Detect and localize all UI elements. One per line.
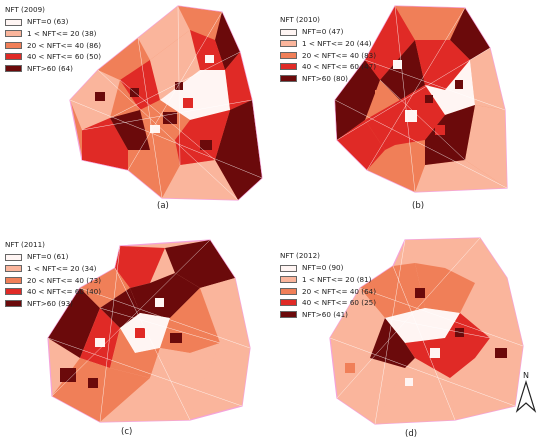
legend-title: NFT (2009) <box>5 5 45 14</box>
choropleth-map-2011 <box>47 239 251 423</box>
legend-swatch <box>280 40 297 48</box>
legend-label: NFT=0 (47) <box>302 27 344 37</box>
legend-label: 20 < NFT<= 40 (73) <box>27 275 102 285</box>
map-panel-2009: NFT (2009) NFT=0 (63) 1 < NFT<= 20 (38) … <box>0 0 275 220</box>
legend-label: NFT>60 (93) <box>27 298 73 308</box>
map-panel-2010: NFT (2010) NFT=0 (47) 1 < NFT<= 20 (44) … <box>275 0 550 220</box>
panel-caption: (a) <box>157 201 169 211</box>
legend-swatch <box>5 18 22 26</box>
legend-item: 20 < NFT<= 40 (83) <box>280 49 376 61</box>
legend-item: 40 < NFT<= 60 (25) <box>280 297 376 309</box>
districts-2012 <box>330 238 523 424</box>
legend-item: 40 < NFT<= 60 (40) <box>5 286 101 298</box>
districts-2009 <box>70 6 262 200</box>
legend-item: NFT>60 (80) <box>280 73 376 85</box>
districts-2010 <box>335 6 507 192</box>
legend-2009: NFT (2009) NFT=0 (63) 1 < NFT<= 20 (38) … <box>5 6 101 74</box>
districts-2011 <box>48 240 250 422</box>
legend-label: NFT>60 (64) <box>27 63 73 73</box>
legend-2011: NFT (2011) NFT=0 (61) 1 < NFT<= 20 (34) … <box>5 241 101 309</box>
legend-swatch <box>280 28 297 36</box>
legend-item: NFT=0 (47) <box>280 26 376 38</box>
legend-swatch <box>5 41 22 49</box>
choropleth-map-2010 <box>334 5 508 193</box>
legend-swatch <box>280 63 297 71</box>
legend-item: 20 < NFT<= 40 (64) <box>280 285 376 297</box>
legend-title: NFT (2011) <box>5 240 45 249</box>
legend-item: 1 < NFT<= 20 (44) <box>280 38 376 50</box>
legend-swatch <box>280 276 297 284</box>
legend-label: 1 < NFT<= 20 (44) <box>302 38 372 48</box>
legend-2010: NFT (2010) NFT=0 (47) 1 < NFT<= 20 (44) … <box>280 16 376 84</box>
legend-swatch <box>5 30 22 38</box>
legend-swatch <box>280 299 297 307</box>
legend-item: 1 < NFT<= 20 (34) <box>5 263 101 275</box>
legend-swatch <box>5 288 22 296</box>
legend-item: NFT>60 (64) <box>5 63 101 75</box>
legend-item: NFT=0 (90) <box>280 262 376 274</box>
legend-swatch <box>5 265 22 273</box>
legend-label: 20 < NFT<= 40 (83) <box>302 50 377 60</box>
legend-swatch <box>5 64 22 72</box>
legend-title: NFT (2012) <box>280 251 320 260</box>
legend-item: NFT=0 (63) <box>5 16 101 28</box>
panel-caption: (d) <box>405 429 418 439</box>
panel-caption: (c) <box>121 427 133 437</box>
legend-label: NFT>60 (80) <box>302 73 348 83</box>
legend-swatch <box>5 276 22 284</box>
map-panel-2012: NFT (2012) NFT=0 (90) 1 < NFT<= 20 (81) … <box>275 228 550 447</box>
legend-label: 1 < NFT<= 20 (38) <box>27 28 97 38</box>
legend-swatch <box>280 74 297 82</box>
north-label: N <box>523 371 529 380</box>
legend-item: 1 < NFT<= 20 (81) <box>280 274 376 286</box>
legend-swatch <box>5 253 22 261</box>
legend-swatch <box>5 299 22 307</box>
legend-label: 40 < NFT<= 60 (40) <box>27 287 102 297</box>
legend-item: 40 < NFT<= 60 (50) <box>5 51 101 63</box>
legend-label: 1 < NFT<= 20 (81) <box>302 274 372 284</box>
legend-label: 40 < NFT<= 60 (25) <box>302 298 377 308</box>
legend-item: 40 < NFT<= 60 (47) <box>280 61 376 73</box>
legend-swatch <box>280 310 297 318</box>
north-arrow-icon: N <box>515 371 537 413</box>
legend-label: 40 < NFT<= 60 (50) <box>27 52 102 62</box>
legend-swatch <box>5 53 22 61</box>
legend-label: NFT=0 (61) <box>27 252 69 262</box>
legend-label: 1 < NFT<= 20 (34) <box>27 263 97 273</box>
legend-item: NFT>60 (41) <box>280 309 376 321</box>
legend-swatch <box>280 264 297 272</box>
choropleth-map-2009 <box>69 5 263 201</box>
legend-label: NFT=0 (90) <box>302 263 344 273</box>
choropleth-map-2012 <box>329 237 524 425</box>
legend-title: NFT (2010) <box>280 15 320 24</box>
legend-item: NFT>60 (93) <box>5 298 101 310</box>
legend-item: NFT=0 (61) <box>5 251 101 263</box>
legend-item: 1 < NFT<= 20 (38) <box>5 28 101 40</box>
legend-2012: NFT (2012) NFT=0 (90) 1 < NFT<= 20 (81) … <box>280 252 376 320</box>
map-panel-2011: NFT (2011) NFT=0 (61) 1 < NFT<= 20 (34) … <box>0 228 275 447</box>
legend-label: 20 < NFT<= 40 (64) <box>302 286 377 296</box>
legend-swatch <box>280 287 297 295</box>
panel-caption: (b) <box>412 201 425 211</box>
legend-label: NFT>60 (41) <box>302 309 348 319</box>
legend-label: 20 < NFT<= 40 (86) <box>27 40 102 50</box>
legend-item: 20 < NFT<= 40 (73) <box>5 274 101 286</box>
legend-label: NFT=0 (63) <box>27 17 69 27</box>
legend-item: 20 < NFT<= 40 (86) <box>5 39 101 51</box>
legend-label: 40 < NFT<= 60 (47) <box>302 62 377 72</box>
legend-swatch <box>280 51 297 59</box>
